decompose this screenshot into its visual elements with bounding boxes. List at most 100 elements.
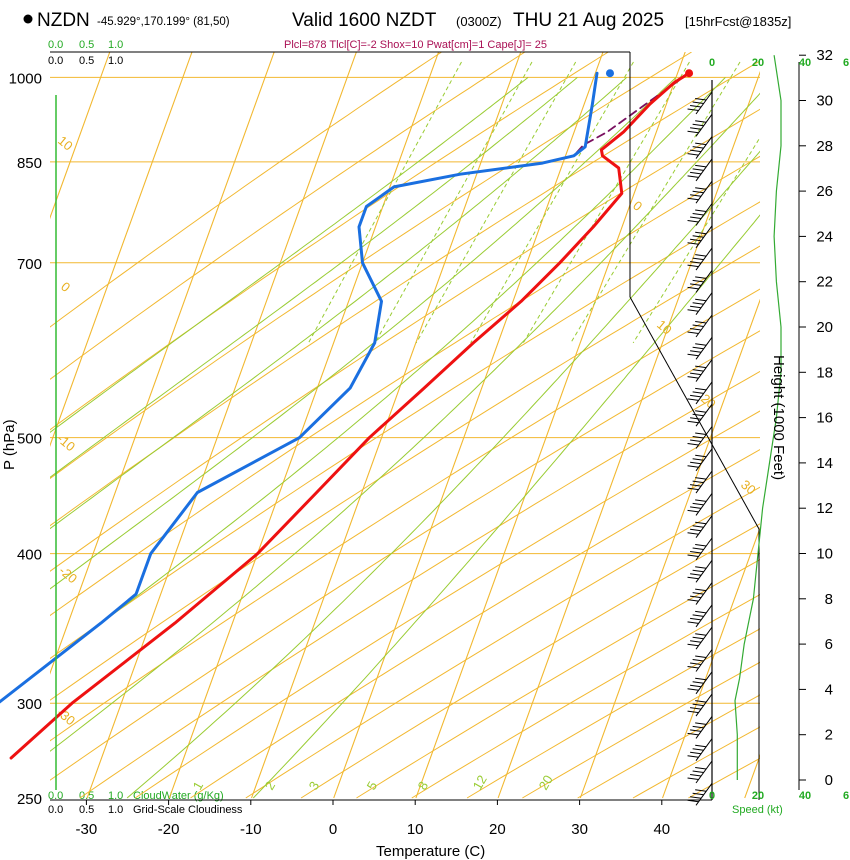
x-axis-title: Temperature (C) <box>376 843 485 860</box>
wind-barb-flag <box>690 238 702 242</box>
x-tick-label: -10 <box>240 821 262 838</box>
dry-adiabat <box>50 52 609 431</box>
wind-barb-flag <box>690 796 702 799</box>
wind-barb-flag <box>690 372 702 376</box>
dry-adiabat <box>577 694 760 799</box>
x-tick-label: -20 <box>158 821 180 838</box>
wind-barb-flag <box>692 369 704 372</box>
wind-barb-staff <box>695 693 713 717</box>
surface-dewpoint-marker <box>605 69 614 78</box>
moist-adiabat <box>50 77 677 590</box>
wind-barb-flag <box>690 595 702 599</box>
wind-barb-flag <box>695 343 707 346</box>
wind-barb-staff <box>695 247 713 271</box>
speed-top-tick: 6 <box>843 57 849 69</box>
wind-barb-icon <box>687 403 713 427</box>
moist-adiabat <box>50 77 628 530</box>
mixing-ratio-line <box>522 61 690 344</box>
speed-top-tick: 0 <box>709 57 715 69</box>
wind-barb-flag <box>695 120 707 123</box>
wind-barb-flag <box>692 547 704 550</box>
cloud-top-black-tick: 1.0 <box>108 55 123 67</box>
wind-barb-flag <box>687 286 699 290</box>
wind-barb-flag <box>690 194 702 197</box>
height-tick-label: 8 <box>825 591 833 608</box>
wind-barb-staff <box>695 649 713 672</box>
wind-barb-flag <box>695 544 707 547</box>
height-tick-label: 26 <box>816 183 833 200</box>
wind-barb-flag <box>687 420 699 424</box>
wind-barb-flag <box>690 171 702 175</box>
wind-barb-flag <box>690 283 702 286</box>
wind-barb-flag <box>695 410 707 413</box>
wind-barb-staff <box>695 783 713 806</box>
wind-barb-flag <box>695 566 707 569</box>
wind-barb-flag <box>692 190 704 194</box>
wind-barb-flag <box>695 454 707 458</box>
wind-barb-flag <box>695 722 707 725</box>
wind-barb-flag <box>692 681 704 684</box>
cloud-top-green-tick: 0.5 <box>79 39 94 51</box>
wind-barb-icon <box>687 582 713 605</box>
isotherm-label: -10 <box>54 431 78 455</box>
wind-barb-flag <box>692 636 704 640</box>
wind-barb-flag <box>687 353 699 357</box>
wind-barb-flag <box>687 487 699 491</box>
moist-adiabat <box>126 150 760 799</box>
height-tick-label: 4 <box>825 681 833 698</box>
dry-adiabat <box>134 410 760 799</box>
station-id: NZDN <box>37 10 90 31</box>
mixing-ratio-label: 8 <box>415 779 432 793</box>
wind-barb-flag <box>687 264 699 268</box>
x-tick-label: 20 <box>489 821 506 838</box>
speed-bottom-tick: 6 <box>843 790 849 802</box>
wind-barb-flag <box>692 592 704 595</box>
background-grid <box>50 52 760 799</box>
wind-barb-flag <box>690 684 702 688</box>
dry-adiabat <box>50 52 442 328</box>
isotherm-label: -20 <box>56 563 80 587</box>
wind-barb-flag <box>690 394 702 398</box>
mixing-ratio-line <box>374 61 533 344</box>
dry-adiabat <box>50 288 760 742</box>
speed-bottom-tick: 40 <box>799 790 811 802</box>
cloud-top-green-tick: 0.0 <box>48 39 63 51</box>
wind-barb-flag <box>687 175 699 178</box>
wind-barb-flag <box>695 633 707 636</box>
pressure-tick-label: 400 <box>17 547 42 564</box>
height-tick-label: 2 <box>825 727 833 744</box>
wind-barb-flag <box>687 532 699 535</box>
moist-adiabat <box>50 77 578 478</box>
isotherm-line <box>497 70 760 799</box>
y-axis-title: P (hPa) <box>1 419 18 470</box>
wind-barb-staff <box>695 403 713 427</box>
wind-barb-flag <box>695 142 707 146</box>
cloudiness-label: Grid-Scale Cloudiness <box>133 804 243 816</box>
wind-barb-flag <box>692 123 704 127</box>
mixing-ratio-label: 3 <box>306 779 323 793</box>
dry-adiabat <box>79 370 760 799</box>
wind-barb-staff <box>695 716 713 739</box>
wind-barb-flag <box>695 98 707 101</box>
wind-barb-icon <box>687 493 713 516</box>
mixing-ratio-line <box>632 136 760 344</box>
wind-barb-flag <box>695 387 707 391</box>
wind-barb-flag <box>690 729 702 732</box>
x-tick-label: 0 <box>329 821 337 838</box>
mixing-ratio-line <box>470 61 634 344</box>
height-tick-label: 16 <box>816 410 833 427</box>
cloud-bottom-black-tick: 1.0 <box>108 804 123 816</box>
x-tick-label: 10 <box>407 821 424 838</box>
wind-barb-flag <box>692 703 704 707</box>
wind-barb-staff <box>695 381 713 405</box>
mixing-ratio-line <box>570 61 741 344</box>
wind-barb-flag <box>695 744 707 748</box>
mixing-ratio-label: 20 <box>536 772 556 792</box>
mixing-ratio-line <box>415 61 577 344</box>
wind-barb-flag <box>687 443 699 446</box>
dry-adiabat <box>50 201 760 660</box>
wind-barb-flag <box>690 350 702 353</box>
chart-header: NZDN -45.929°,170.199° (81,50) Valid 160… <box>23 10 791 51</box>
wind-panel: 0246810121416182022242628303200202040406… <box>687 47 849 806</box>
